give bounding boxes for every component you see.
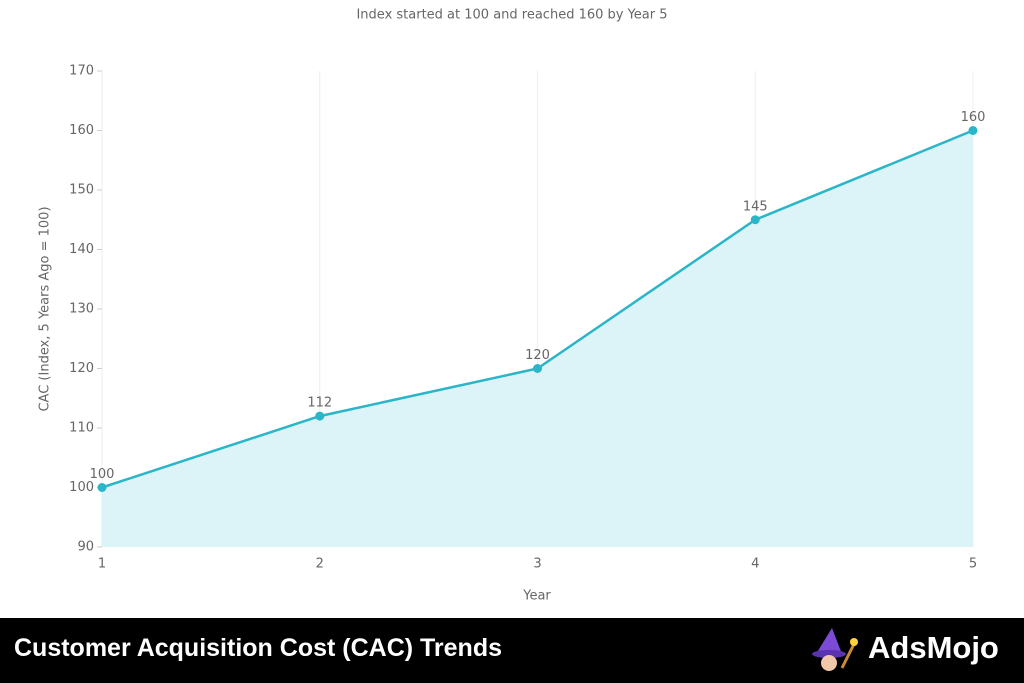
x-tick-label: 1 bbox=[98, 557, 106, 572]
y-axis-label: CAC (Index, 5 Years Ago = 100) bbox=[38, 206, 53, 411]
y-tick-label: 100 bbox=[69, 480, 94, 495]
y-tick-label: 150 bbox=[69, 183, 94, 198]
x-tick-label: 3 bbox=[533, 557, 541, 572]
y-tick-label: 110 bbox=[69, 421, 94, 436]
data-label: 145 bbox=[743, 199, 768, 214]
point bbox=[315, 411, 325, 421]
data-label: 120 bbox=[525, 348, 550, 363]
y-tick-label: 140 bbox=[69, 242, 94, 257]
x-tick-label: 5 bbox=[969, 557, 977, 572]
chart-subtitle: Index started at 100 and reached 160 by … bbox=[356, 8, 667, 23]
y-tick-label: 90 bbox=[77, 540, 94, 555]
data-label: 160 bbox=[961, 110, 986, 125]
chart: Index started at 100 and reached 160 by … bbox=[38, 8, 986, 604]
area bbox=[102, 130, 973, 547]
data-label: 112 bbox=[307, 396, 332, 411]
x-axis-label: Year bbox=[522, 589, 551, 604]
chart-title: Customer Acquisition Cost (CAC) Trends bbox=[14, 634, 502, 662]
y-tick-label: 120 bbox=[69, 361, 94, 376]
point bbox=[750, 215, 760, 225]
y-tick-label: 130 bbox=[69, 302, 94, 317]
brand-name: AdsMojo bbox=[868, 630, 999, 665]
footer-banner: Customer Acquisition Cost (CAC) Trends A… bbox=[0, 618, 1024, 683]
brand-logo bbox=[812, 628, 858, 671]
y-tick-label: 170 bbox=[69, 64, 94, 79]
x-tick-label: 4 bbox=[751, 557, 759, 572]
point bbox=[533, 364, 542, 373]
data-label: 100 bbox=[90, 467, 115, 482]
point bbox=[97, 483, 107, 492]
x-tick-label: 2 bbox=[316, 557, 324, 572]
point bbox=[968, 126, 978, 135]
y-tick-label: 160 bbox=[69, 123, 94, 138]
